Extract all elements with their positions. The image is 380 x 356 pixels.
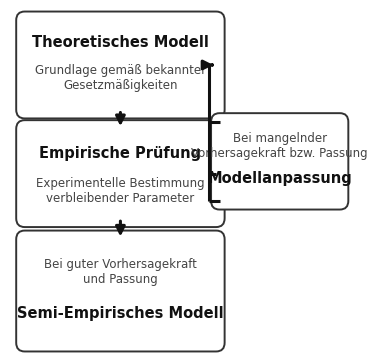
FancyBboxPatch shape bbox=[16, 120, 225, 227]
FancyBboxPatch shape bbox=[16, 11, 225, 119]
Text: Modellanpassung: Modellanpassung bbox=[207, 171, 352, 186]
Text: Empirische Prüfung: Empirische Prüfung bbox=[40, 146, 201, 162]
Text: Theoretisches Modell: Theoretisches Modell bbox=[32, 35, 209, 50]
Text: Experimentelle Bestimmung
verbleibender Parameter: Experimentelle Bestimmung verbleibender … bbox=[36, 178, 205, 205]
FancyBboxPatch shape bbox=[16, 231, 225, 351]
Text: Grundlage gemäß bekannter
Gesetzmäßigkeiten: Grundlage gemäß bekannter Gesetzmäßigkei… bbox=[35, 64, 206, 93]
Text: Bei mangelnder
Vorhersagekraft bzw. Passung: Bei mangelnder Vorhersagekraft bzw. Pass… bbox=[192, 132, 368, 159]
FancyBboxPatch shape bbox=[211, 113, 348, 210]
Text: Semi-Empirisches Modell: Semi-Empirisches Modell bbox=[17, 306, 224, 321]
Text: Bei guter Vorhersagekraft
und Passung: Bei guter Vorhersagekraft und Passung bbox=[44, 258, 197, 287]
